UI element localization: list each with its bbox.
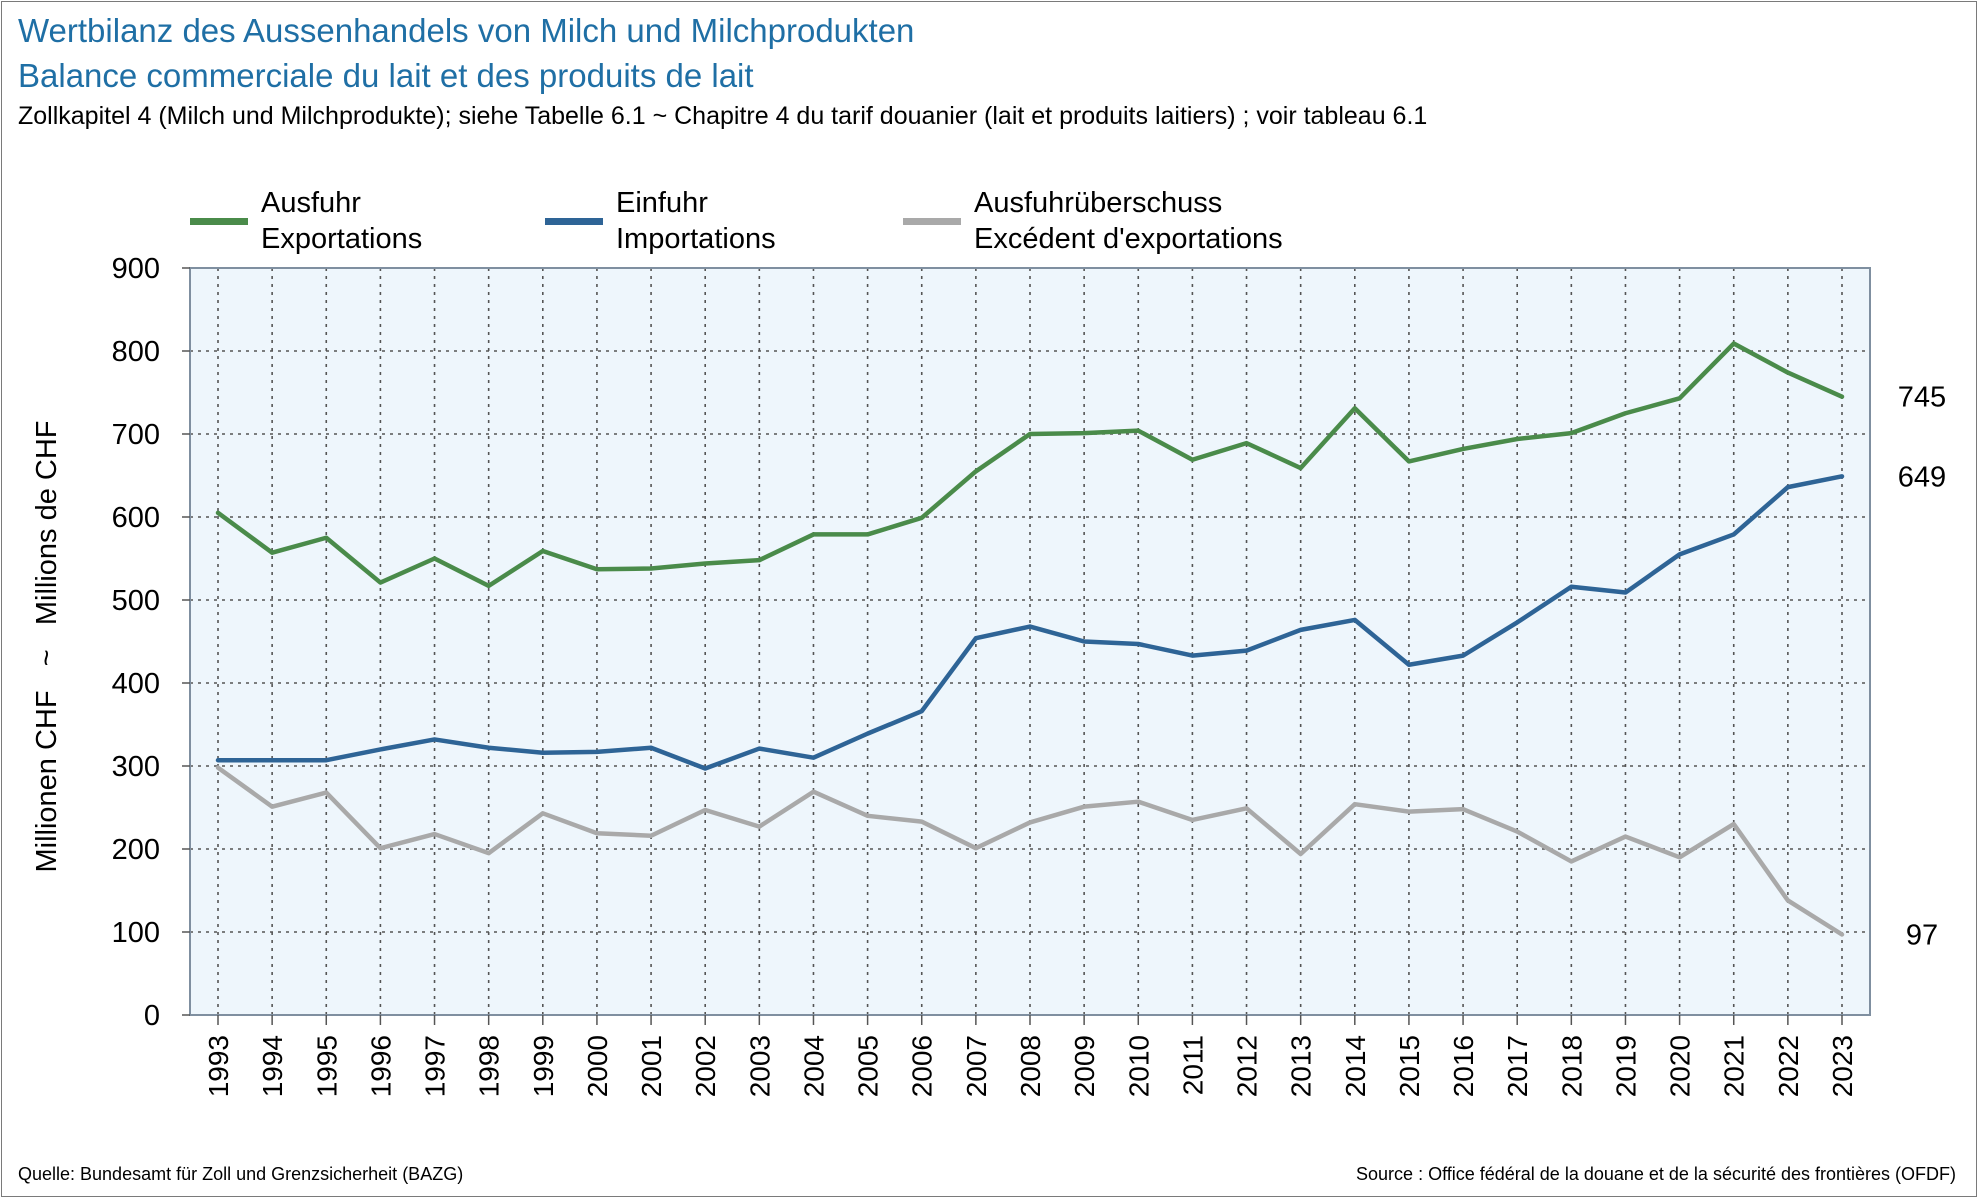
x-tick-label: 2022 (1773, 1035, 1804, 1097)
series-points-2 (217, 767, 1843, 935)
x-tick-label: 2017 (1502, 1035, 1533, 1097)
chart-title-french: Balance commerciale du lait et des produ… (18, 57, 754, 94)
legend-swatch-surplus (903, 217, 961, 225)
plot-area (190, 268, 1870, 1015)
legend-item-surplus: Ausfuhrüberschuss Excédent d'exportation… (903, 185, 1283, 257)
x-tick-label: 1998 (474, 1035, 505, 1097)
series-points-0 (217, 343, 1843, 586)
y-tick-label: 600 (112, 502, 160, 534)
x-tick-label: 2005 (853, 1035, 884, 1097)
y-tick-label: 500 (112, 585, 160, 617)
x-tick-label: 2021 (1719, 1035, 1750, 1097)
chart-subtitle: Zollkapitel 4 (Milch und Milchprodukte);… (18, 102, 1428, 130)
x-tick-label: 1997 (420, 1035, 451, 1097)
end-value-label-1: 649 (1898, 461, 1946, 493)
x-tick-label: 2009 (1069, 1035, 1100, 1097)
source-german: Quelle: Bundesamt für Zoll und Grenzsich… (18, 1164, 464, 1184)
legend-swatch-imports (545, 217, 603, 225)
chart-title-german: Wertbilanz des Aussenhandels von Milch u… (18, 12, 915, 49)
x-tick-label: 2000 (582, 1035, 613, 1097)
x-tick-label: 1995 (311, 1035, 342, 1097)
end-value-label-2: 97 (1906, 919, 1938, 951)
legend-label-imports-de: Einfuhr (616, 187, 708, 219)
x-tick-label: 2015 (1394, 1035, 1425, 1097)
x-tick-label: 2004 (798, 1035, 829, 1097)
x-tick-label: 1996 (365, 1035, 396, 1097)
legend-item-exports: Ausfuhr Exportations (190, 185, 422, 257)
legend-label-imports-fr: Importations (616, 223, 776, 255)
y-tick-label: 300 (112, 751, 160, 783)
x-tick-label: 2006 (907, 1035, 938, 1097)
y-tick-label: 700 (112, 419, 160, 451)
x-tick-label: 2003 (744, 1035, 775, 1097)
x-tick-label: 2002 (690, 1035, 721, 1097)
y-tick-label: 800 (112, 336, 160, 368)
x-tick-label: 2023 (1827, 1035, 1858, 1097)
x-tick-label: 2012 (1232, 1035, 1263, 1097)
legend-item-imports: Einfuhr Importations (545, 185, 776, 257)
end-value-label-0: 745 (1898, 382, 1946, 414)
x-tick-label: 1994 (257, 1035, 288, 1097)
x-tick-label: 2011 (1177, 1035, 1208, 1095)
y-tick-label: 900 (112, 253, 160, 285)
x-tick-label: 2014 (1340, 1035, 1371, 1097)
x-tick-label: 1993 (203, 1035, 234, 1097)
x-tick-label: 1999 (528, 1035, 559, 1097)
x-tick-label: 2010 (1123, 1035, 1154, 1097)
y-tick-label: 200 (112, 834, 160, 866)
x-tick-label: 2013 (1286, 1035, 1317, 1097)
x-tick-label: 2019 (1610, 1035, 1641, 1097)
legend-label-surplus-fr: Excédent d'exportations (974, 223, 1283, 255)
x-tick-label: 2016 (1448, 1035, 1479, 1097)
y-axis-label: Millionen CHF ~ Millions de CHF (31, 420, 63, 872)
x-tick-label: 2007 (961, 1035, 992, 1097)
legend-swatch-exports (190, 217, 248, 225)
y-tick-label: 0 (144, 1000, 160, 1032)
x-tick-label: 2001 (636, 1035, 667, 1097)
y-tick-label: 100 (112, 917, 160, 949)
series-points-1 (217, 476, 1843, 769)
legend-label-surplus-de: Ausfuhrüberschuss (974, 187, 1223, 219)
legend-label-exports-de: Ausfuhr (261, 187, 361, 219)
x-tick-label: 2008 (1015, 1035, 1046, 1097)
legend-label-exports-fr: Exportations (261, 223, 423, 255)
x-tick-label: 2020 (1665, 1035, 1696, 1097)
source-french: Source : Office fédéral de la douane et … (1356, 1164, 1956, 1184)
x-tick-label: 2018 (1556, 1035, 1587, 1097)
y-tick-label: 400 (112, 668, 160, 700)
